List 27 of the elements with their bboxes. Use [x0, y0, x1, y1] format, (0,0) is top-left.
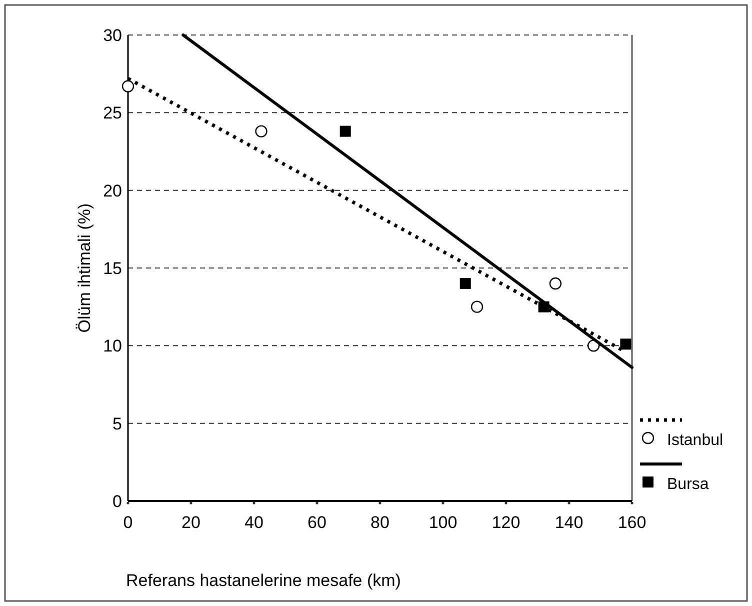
y-tick-label: 20	[103, 181, 122, 200]
y-tick-label: 0	[112, 492, 122, 511]
y-tick-label: 10	[103, 336, 122, 356]
y-tick-label: 5	[112, 414, 122, 434]
point	[340, 126, 351, 137]
x-tick-label: 160	[618, 513, 646, 532]
x-tick-label: 40	[244, 513, 264, 532]
x-tick-label: 80	[370, 513, 390, 532]
y-tick-label: 25	[103, 104, 122, 123]
y-tick-label: 15	[103, 259, 122, 278]
point	[620, 338, 632, 350]
point	[255, 125, 268, 138]
x-tick-label: 120	[492, 513, 520, 532]
x-tick-label: 60	[308, 513, 326, 532]
point	[122, 80, 134, 92]
x-tick-label: 100	[428, 513, 458, 532]
point	[470, 300, 484, 313]
point	[538, 301, 550, 312]
point	[549, 277, 562, 290]
x-tick-label: 140	[554, 513, 584, 532]
x-tick-label: 20	[182, 513, 200, 532]
y-axis-title: Ölüm ihtimali (%)	[75, 203, 94, 333]
point	[460, 278, 471, 290]
x-axis-title: Referans hastanelerine mesafe (km)	[126, 571, 401, 590]
legend-label: Istanbul	[667, 432, 724, 449]
legend-label: Bursa	[667, 476, 709, 493]
y-tick-label: 30	[103, 26, 122, 45]
